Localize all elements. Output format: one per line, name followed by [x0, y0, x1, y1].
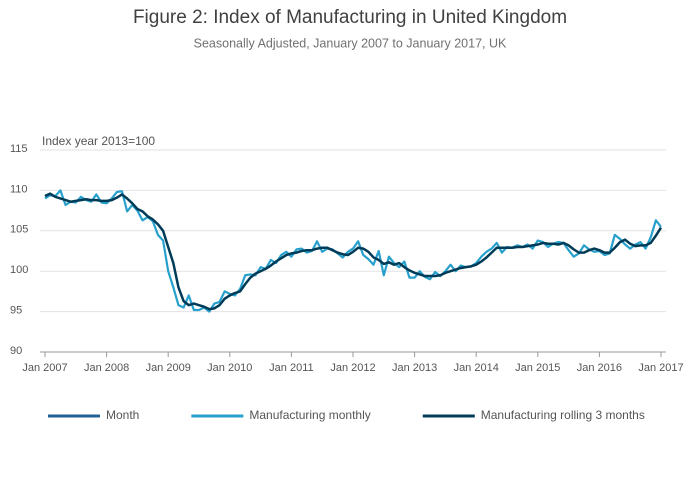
x-tick-label: Jan 2014 — [454, 362, 499, 374]
x-tick-label: Jan 2007 — [22, 362, 67, 374]
chart-title: Figure 2: Index of Manufacturing in Unit… — [133, 7, 567, 28]
x-tick-label: Jan 2009 — [146, 362, 191, 374]
y-tick-label: 100 — [10, 264, 28, 276]
series-line — [44, 192, 663, 311]
x-tick-label: Jan 2008 — [84, 362, 129, 374]
legend-label: Manufacturing monthly — [249, 408, 370, 422]
chart-subtitle: Seasonally Adjusted, January 2007 to Jan… — [194, 36, 507, 50]
x-tick-label: Jan 2010 — [207, 362, 252, 374]
y-axis-label: Index year 2013=100 — [42, 134, 155, 148]
x-tick-label: Jan 2015 — [515, 362, 560, 374]
y-tick-label: 90 — [10, 345, 22, 357]
y-tick-label: 115 — [10, 143, 28, 155]
x-tick-label: Jan 2016 — [577, 362, 622, 374]
x-tick-label: Jan 2011 — [269, 362, 313, 374]
y-tick-label: 110 — [10, 183, 28, 195]
legend-label: Month — [106, 408, 139, 422]
x-tick-label: Jan 2017 — [638, 362, 683, 374]
x-tick-label: Jan 2013 — [392, 362, 437, 374]
y-tick-label: 95 — [10, 305, 22, 317]
legend-label: Manufacturing rolling 3 months — [481, 408, 645, 422]
y-tick-label: 105 — [10, 224, 28, 236]
x-tick-label: Jan 2012 — [330, 362, 375, 374]
